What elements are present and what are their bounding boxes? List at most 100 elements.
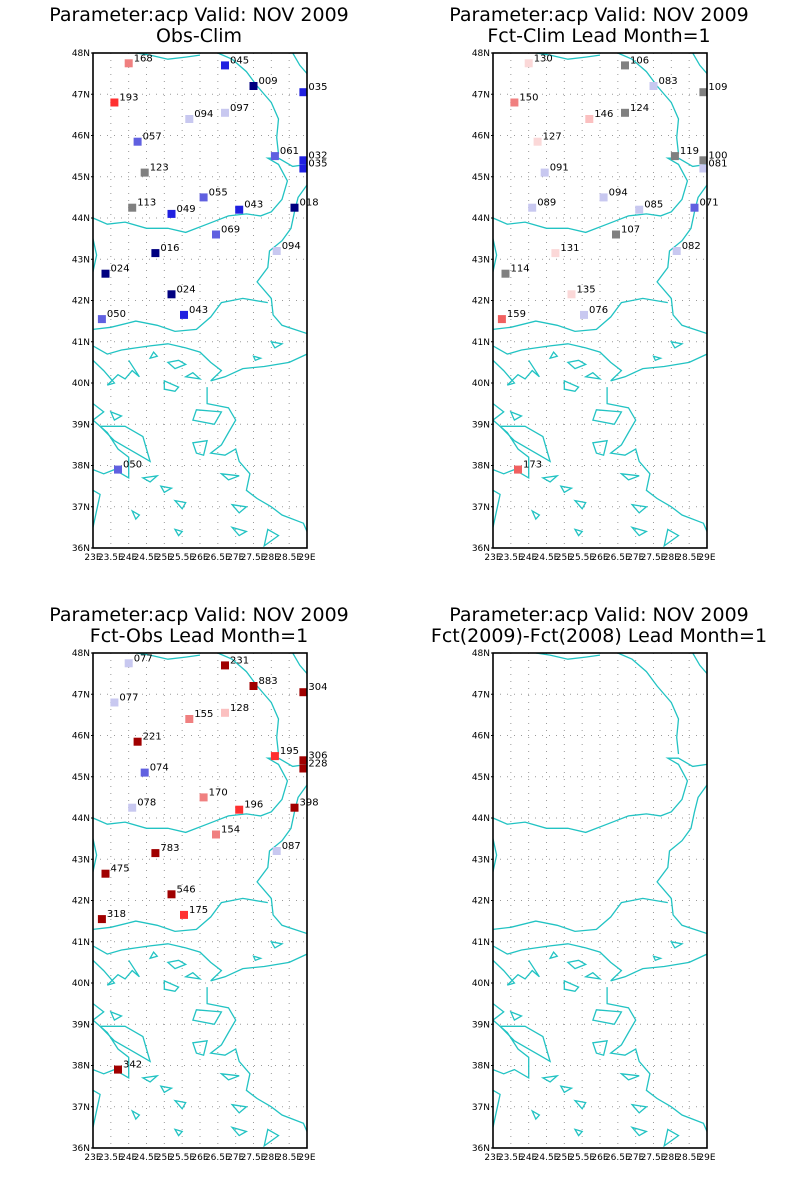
station-value-label: 883	[259, 676, 278, 687]
island-outline	[663, 1128, 680, 1148]
station-value-label: 083	[659, 76, 678, 87]
lat-tick-label: 42N	[472, 897, 490, 907]
station-value-label: 173	[523, 460, 542, 471]
island-outline	[140, 474, 160, 483]
lat-tick-label: 45N	[72, 773, 90, 783]
station-marker	[140, 768, 149, 777]
lat-tick-label: 41N	[472, 338, 490, 348]
lat-tick-label: 41N	[72, 338, 90, 348]
lon-tick-label: 27E	[627, 1153, 644, 1163]
lat-tick-label: 47N	[472, 90, 490, 100]
lon-tick-label: 26.5E	[205, 553, 231, 563]
station-marker	[299, 688, 307, 697]
lon-tick-label: 25E	[556, 553, 573, 563]
panel-2-title-line2: Fct-Clim Lead Month=1	[487, 25, 710, 47]
island-outline	[230, 1103, 248, 1114]
lat-tick-label: 38N	[472, 462, 490, 472]
coastline	[206, 987, 307, 1132]
station-marker	[621, 108, 629, 117]
island-outline	[509, 410, 524, 422]
station-value-label: 050	[123, 460, 142, 471]
lon-tick-label: 26.5E	[605, 1153, 631, 1163]
lat-tick-label: 40N	[472, 379, 490, 389]
lat-tick-label: 43N	[72, 255, 90, 265]
coastline	[93, 297, 268, 333]
station-marker	[235, 205, 244, 214]
lon-tick-label: 24.5E	[534, 1153, 560, 1163]
coastline	[617, 653, 680, 755]
station-marker	[533, 137, 542, 146]
coastline	[93, 943, 307, 982]
station-value-label: 091	[550, 163, 569, 174]
island-outline	[530, 1109, 541, 1121]
station-marker	[270, 152, 279, 161]
island-outline	[98, 425, 152, 463]
station-marker	[133, 137, 142, 146]
island-outline	[230, 1126, 249, 1137]
station-marker	[649, 82, 658, 90]
station-value-label: 009	[259, 76, 278, 87]
lon-tick-label: 29E	[298, 1153, 315, 1163]
station-value-label: 124	[630, 103, 649, 114]
island-outline	[263, 528, 280, 548]
island-outline	[559, 1085, 574, 1094]
coastline	[535, 53, 601, 60]
station-marker	[185, 715, 194, 723]
lon-tick-label: 23.5E	[98, 1153, 124, 1163]
station-value-label: 018	[300, 198, 319, 209]
station-marker	[140, 168, 149, 177]
station-value-label: 150	[519, 93, 538, 104]
coastline	[493, 1003, 530, 1080]
lat-tick-label: 43N	[472, 855, 490, 865]
coastline	[93, 1089, 101, 1128]
island-outline	[563, 379, 580, 393]
lon-tick-label: 26E	[191, 1153, 208, 1163]
station-marker	[128, 803, 137, 812]
station-value-label: 135	[577, 284, 596, 295]
island-outline	[573, 1099, 587, 1110]
lat-tick-label: 39N	[472, 420, 490, 430]
coastline	[535, 653, 601, 660]
coastline	[493, 359, 540, 386]
station-marker	[114, 1065, 122, 1074]
station-value-label: 154	[221, 825, 240, 836]
station-value-label: 085	[644, 200, 663, 211]
lon-tick-label: 23E	[84, 1153, 101, 1163]
station-marker	[185, 115, 194, 123]
station-value-label: 107	[621, 225, 640, 236]
island-outline	[166, 959, 188, 970]
island-outline	[148, 950, 159, 960]
station-marker	[290, 203, 299, 212]
island-outline	[219, 472, 240, 481]
lat-tick-label: 43N	[72, 855, 90, 865]
lat-tick-label: 48N	[72, 49, 90, 59]
station-marker	[199, 793, 208, 802]
station-marker	[690, 203, 699, 212]
station-marker	[299, 164, 307, 173]
station-marker	[497, 315, 506, 324]
station-marker	[101, 869, 110, 878]
station-value-label: 127	[543, 132, 562, 143]
station-value-label: 077	[119, 693, 138, 704]
station-value-label: 024	[177, 284, 196, 295]
coastline	[493, 157, 707, 234]
station-value-label: 077	[134, 653, 153, 664]
station-marker	[501, 269, 510, 278]
station-marker	[180, 910, 188, 919]
coastline	[493, 238, 498, 275]
lon-tick-label: 24.5E	[534, 553, 560, 563]
station-marker	[270, 752, 279, 761]
coastline	[93, 897, 268, 933]
coastline	[493, 943, 707, 982]
station-marker	[249, 682, 258, 690]
station-marker	[133, 737, 142, 746]
station-value-label: 114	[511, 264, 530, 275]
station-value-label: 087	[282, 841, 301, 852]
coastline	[93, 959, 140, 986]
station-marker	[97, 915, 106, 924]
island-outline	[670, 940, 684, 949]
island-outline	[592, 439, 608, 457]
station-marker	[221, 61, 229, 70]
coastline	[617, 53, 680, 155]
